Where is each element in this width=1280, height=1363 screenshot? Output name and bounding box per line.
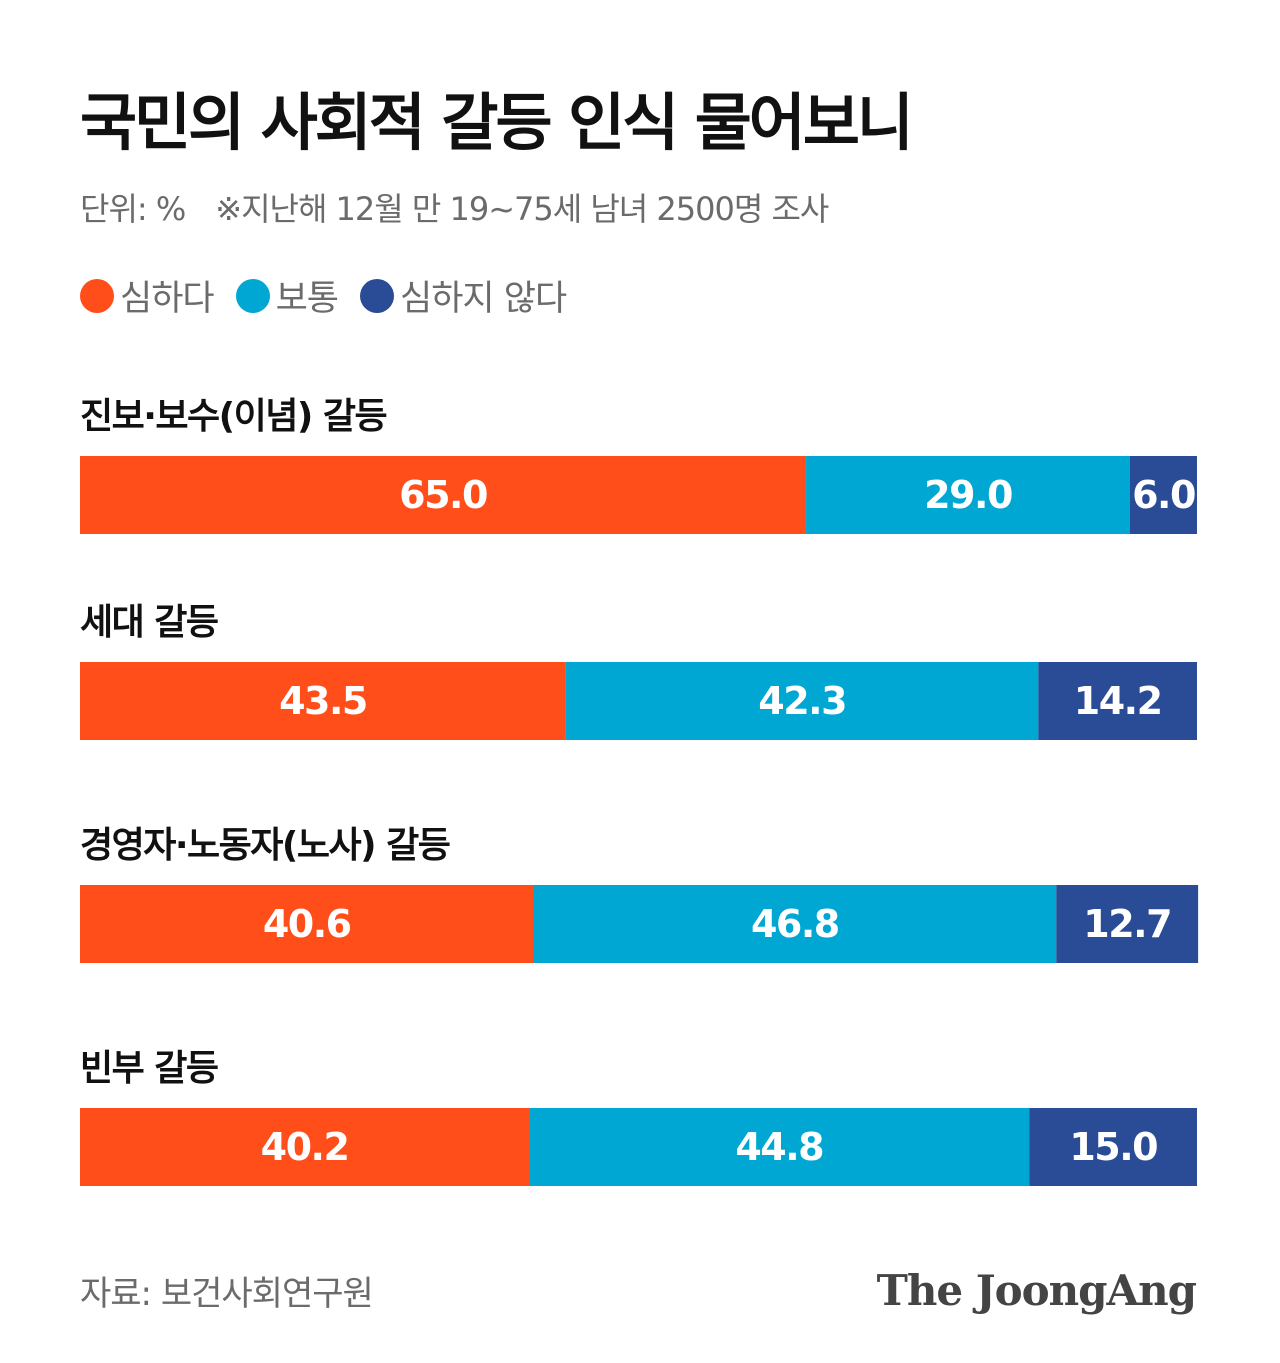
value-label-cat-wealth-moderate: 44.8 bbox=[735, 1125, 823, 1169]
legend-dot-moderate bbox=[235, 278, 270, 313]
legend-item-not-severe: 심하지 않다 bbox=[360, 270, 567, 321]
joongang-logo: The JoongAng bbox=[876, 1266, 1197, 1315]
chart-title: 국민의 사회적 갈등 인식 물어보니 bbox=[80, 86, 914, 159]
bar-cat-generation-severe bbox=[80, 662, 566, 740]
category-label-cat-wealth: 빈부 갈등 bbox=[80, 1048, 218, 1089]
legend-dot-not-severe bbox=[360, 278, 395, 313]
value-label-cat-generation-not-severe: 14.2 bbox=[1074, 679, 1162, 723]
unit-label: 단위: % bbox=[80, 190, 186, 228]
legend: 심하다 보통 심하지 않다 bbox=[80, 270, 567, 321]
bar-cat-ideology-moderate bbox=[806, 456, 1130, 534]
bar-cat-wealth-not-severe bbox=[1029, 1108, 1197, 1186]
value-label-cat-labor-not-severe: 12.7 bbox=[1083, 902, 1171, 946]
bar-cat-generation-not-severe bbox=[1038, 662, 1197, 740]
value-label-cat-generation-severe: 43.5 bbox=[279, 679, 367, 723]
subtitle: 단위: % ※지난해 12월 만 19~75세 남녀 2500명 조사 bbox=[80, 184, 829, 230]
value-label-cat-wealth-not-severe: 15.0 bbox=[1069, 1125, 1157, 1169]
bar-cat-wealth-severe bbox=[80, 1108, 530, 1186]
value-label-cat-generation-moderate: 42.3 bbox=[758, 679, 846, 723]
value-label-cat-labor-severe: 40.6 bbox=[263, 902, 351, 946]
legend-label-severe: 심하다 bbox=[120, 279, 215, 319]
bar-cat-ideology-not-severe bbox=[1129, 456, 1197, 534]
legend-item-moderate: 보통 bbox=[235, 270, 339, 321]
value-label-cat-labor-moderate: 46.8 bbox=[751, 902, 839, 946]
survey-note: ※지난해 12월 만 19~75세 남녀 2500명 조사 bbox=[215, 190, 829, 228]
bar-cat-ideology-severe bbox=[80, 456, 807, 534]
value-label-cat-wealth-severe: 40.2 bbox=[261, 1125, 349, 1169]
bar-cat-generation-moderate bbox=[565, 662, 1039, 740]
category-label-cat-ideology: 진보·보수(이념) 갈등 bbox=[80, 396, 386, 437]
legend-dot-severe bbox=[80, 278, 114, 313]
legend-item-severe: 심하다 bbox=[80, 270, 215, 321]
legend-label-moderate: 보통 bbox=[275, 279, 339, 319]
legend-label-not-severe: 심하지 않다 bbox=[400, 279, 567, 319]
category-label-cat-generation: 세대 갈등 bbox=[80, 602, 218, 643]
value-label-cat-ideology-moderate: 29.0 bbox=[924, 473, 1012, 517]
bar-cat-labor-not-severe bbox=[1056, 885, 1199, 963]
category-label-cat-labor: 경영자·노동자(노사) 갈등 bbox=[80, 825, 450, 866]
bar-cat-labor-moderate bbox=[533, 885, 1057, 963]
bar-cat-labor-severe bbox=[80, 885, 534, 963]
value-label-cat-ideology-not-severe: 6.0 bbox=[1132, 473, 1195, 517]
bar-cat-wealth-moderate bbox=[529, 1108, 1030, 1186]
source-note: 자료: 보건사회연구원 bbox=[80, 1274, 374, 1314]
value-label-cat-ideology-severe: 65.0 bbox=[399, 473, 487, 517]
